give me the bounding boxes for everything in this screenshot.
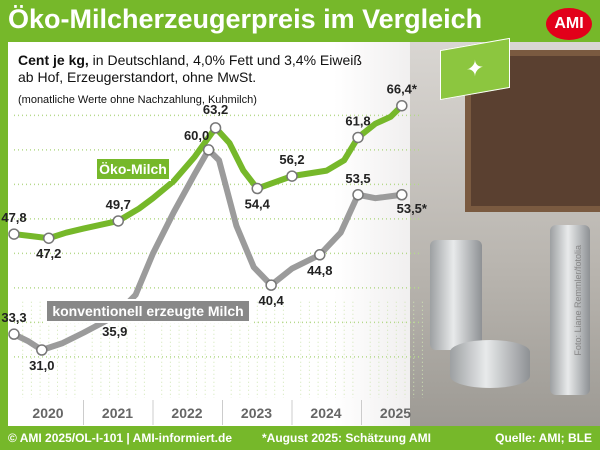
- data-point: [286, 170, 298, 182]
- data-label: 53,5: [345, 171, 370, 186]
- footer-copyright: © AMI 2025/OL-I-101 | AMI-informiert.de: [8, 431, 233, 445]
- data-point: [209, 122, 222, 134]
- data-label: 54,4: [245, 197, 271, 212]
- milk-can-image: [550, 225, 590, 395]
- subtitle-line2: ab Hof, Erzeugerstandort, ohne MwSt.: [18, 69, 257, 85]
- footer-source: Quelle: AMI; BLE: [495, 431, 592, 445]
- legend-conventional-box: [45, 299, 251, 323]
- data-label: 56,2: [279, 152, 304, 167]
- data-point: [43, 232, 55, 244]
- data-point: [112, 215, 124, 227]
- footer-note: *August 2025: Schätzung AMI: [262, 431, 431, 445]
- x-tick-label: 2024: [310, 405, 341, 421]
- ami-logo: AMI: [546, 8, 592, 40]
- data-label: 61,8: [345, 113, 370, 128]
- legend-conventional-label: konventionell erzeugte Milch: [52, 303, 243, 319]
- unit-label: Cent je kg,: [18, 52, 89, 68]
- x-tick-label: 2025: [380, 405, 411, 421]
- subtitle: Cent je kg, in Deutschland, 4,0% Fett un…: [18, 52, 362, 86]
- data-label: 60,0: [184, 128, 209, 143]
- data-point: [396, 189, 408, 201]
- data-label: 35,9: [102, 324, 127, 339]
- data-point: [8, 228, 20, 240]
- data-point: [396, 99, 408, 112]
- milk-can-image: [430, 240, 482, 350]
- data-label: 66,4*: [387, 82, 418, 97]
- data-label: 40,4: [258, 293, 284, 308]
- x-tick-label: 2022: [171, 405, 202, 421]
- x-tick-label: 2021: [102, 405, 133, 421]
- data-point: [251, 182, 263, 195]
- subtitle-note: (monatliche Werte ohne Nachzahlung, Kuhm…: [18, 94, 257, 106]
- data-label: 49,7: [106, 197, 131, 212]
- data-point: [352, 189, 364, 201]
- data-label: 47,8: [1, 210, 26, 225]
- legend-oko: Öko-Milch: [95, 157, 171, 181]
- page-title: Öko-Milcherzeugerpreis im Vergleich: [8, 4, 483, 34]
- data-point: [8, 328, 20, 340]
- legend-oko-label: Öko-Milch: [99, 161, 167, 177]
- legend-conventional: konventionell erzeugte Milch: [45, 299, 251, 323]
- subtitle-line1: in Deutschland, 4,0% Fett und 3,4% Eiwei…: [88, 52, 362, 68]
- x-tick-label: 2020: [32, 405, 63, 421]
- data-label: 44,8: [307, 263, 332, 278]
- data-label: 47,2: [36, 246, 61, 261]
- data-point: [352, 131, 364, 144]
- legend-oko-box: [95, 157, 171, 181]
- data-label: 33,3: [1, 310, 26, 325]
- data-point: [202, 144, 215, 156]
- data-label: 31,0: [29, 358, 54, 373]
- data-label: 63,2: [203, 102, 228, 117]
- data-point: [314, 249, 326, 261]
- milk-bucket-image: [450, 340, 530, 388]
- data-label: 53,5*: [397, 201, 428, 216]
- data-point: [265, 279, 277, 291]
- data-point: [36, 344, 48, 356]
- oko-milk-line: [11, 102, 405, 242]
- x-tick-label: 2023: [241, 405, 272, 421]
